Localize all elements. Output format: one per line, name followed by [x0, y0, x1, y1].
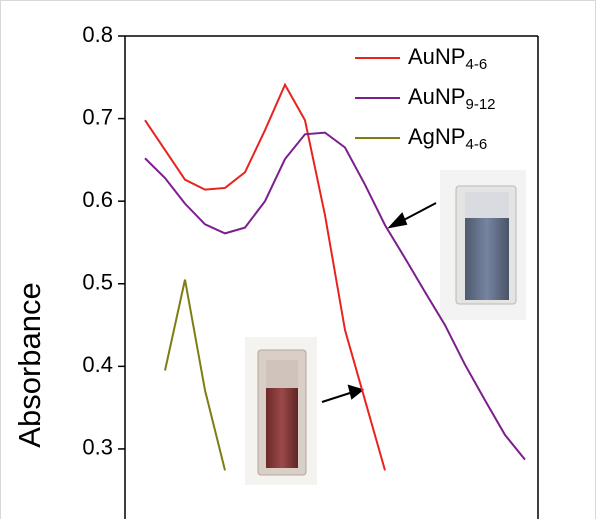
series-line: [144, 82, 386, 471]
legend-label: AgNP4-6: [408, 124, 487, 153]
y-axis-label: Absorbance: [12, 282, 47, 447]
series-line: [164, 279, 226, 471]
legend-label: AuNP9-12: [408, 84, 496, 113]
arrows: [321, 202, 437, 403]
cuvette-blue: [440, 170, 526, 320]
y-tick-label: 0.6: [82, 187, 113, 212]
y-tick-label: 0.5: [82, 270, 113, 295]
y-tick-label: 0.4: [82, 352, 113, 377]
cuvette-red: [245, 337, 317, 485]
series-line: [144, 131, 526, 461]
y-tick-label: 0.8: [82, 22, 113, 47]
y-tick-label: 0.7: [82, 104, 113, 129]
plot-area: [144, 82, 526, 471]
y-tick-label: 0.3: [82, 435, 113, 460]
legend-label: AuNP4-6: [408, 44, 487, 73]
